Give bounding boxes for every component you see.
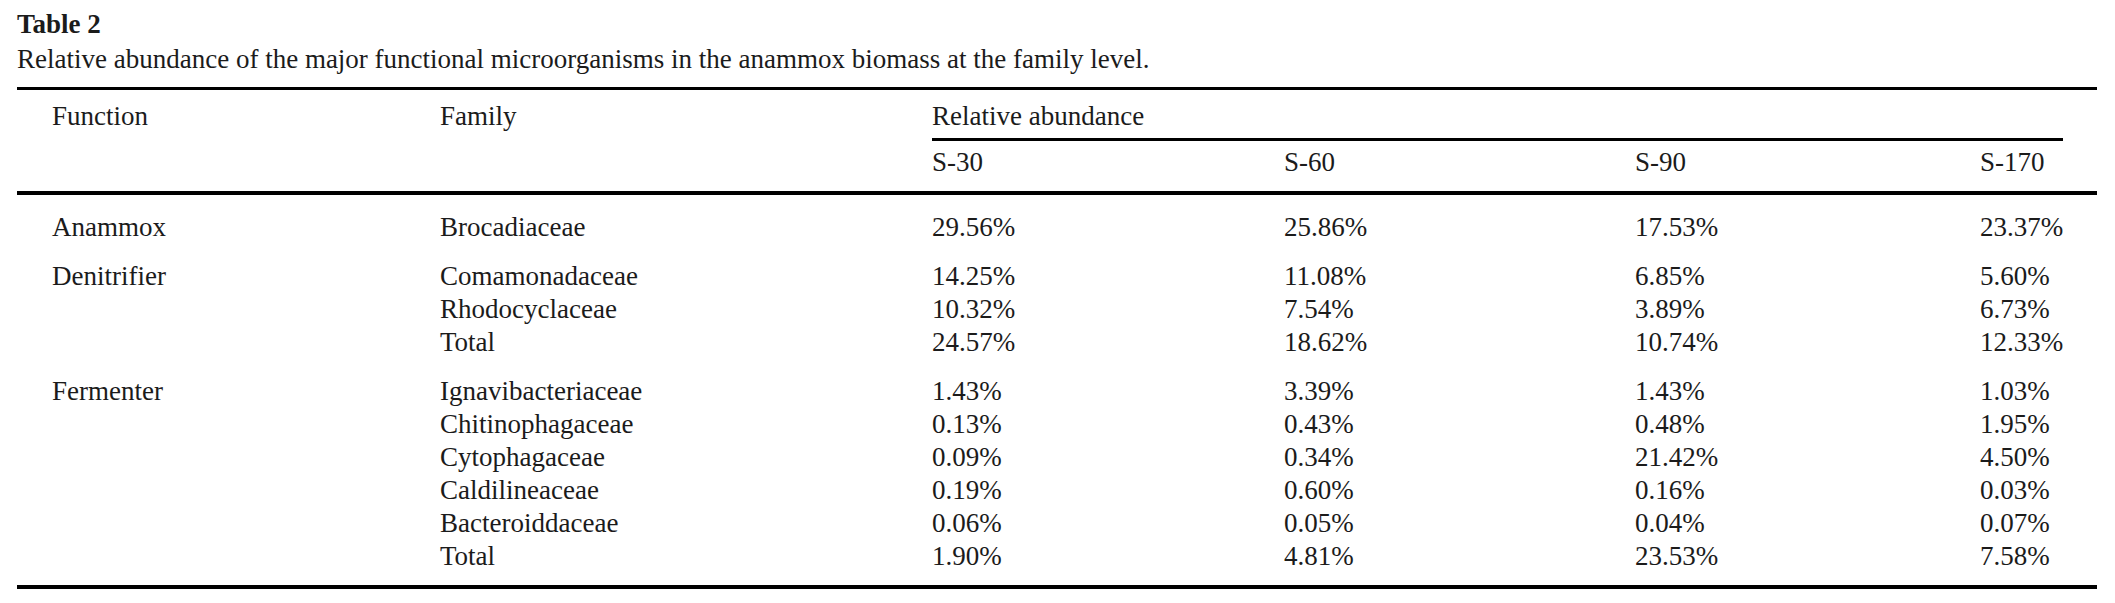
value-cell-s170: 7.58% — [1945, 540, 2097, 587]
page: Table 2 Relative abundance of the major … — [0, 0, 2115, 589]
value-cell-s60: 3.39% — [1249, 359, 1600, 408]
value-cell-s60: 0.34% — [1249, 441, 1600, 474]
table-row: Rhodocyclaceae 10.32% 7.54% 3.89% 6.73% — [17, 293, 2097, 326]
family-cell: Cytophagaceae — [405, 441, 897, 474]
table-row: Bacteroiddaceae 0.06% 0.05% 0.04% 0.07% — [17, 507, 2097, 540]
value-cell-s90: 0.48% — [1600, 408, 1945, 441]
value-cell-s170: 1.95% — [1945, 408, 2097, 441]
function-cell — [17, 540, 405, 587]
table-title: Table 2 — [17, 8, 2097, 40]
value-cell-s90: 0.04% — [1600, 507, 1945, 540]
value-cell-s30: 1.43% — [897, 359, 1249, 408]
value-cell-s30: 29.56% — [897, 193, 1249, 244]
value-cell-s170: 1.03% — [1945, 359, 2097, 408]
function-cell — [17, 293, 405, 326]
abundance-table: Function Family Relative abundance S-30 … — [17, 87, 2097, 589]
table-row: Fermenter Ignavibacteriaceae 1.43% 3.39%… — [17, 359, 2097, 408]
column-header-relative-abundance: Relative abundance — [897, 89, 2097, 142]
table-row: Cytophagaceae 0.09% 0.34% 21.42% 4.50% — [17, 441, 2097, 474]
value-cell-s90: 6.85% — [1600, 244, 1945, 293]
value-cell-s90: 21.42% — [1600, 441, 1945, 474]
table-body: Anammox Brocadiaceae 29.56% 25.86% 17.53… — [17, 193, 2097, 587]
value-cell-s30: 0.09% — [897, 441, 1249, 474]
family-cell: Total — [405, 326, 897, 359]
value-cell-s30: 24.57% — [897, 326, 1249, 359]
family-cell: Rhodocyclaceae — [405, 293, 897, 326]
value-cell-s90: 1.43% — [1600, 359, 1945, 408]
relative-abundance-group-label: Relative abundance — [932, 100, 2063, 141]
header-row-top: Function Family Relative abundance — [17, 89, 2097, 142]
family-cell: Caldilineaceae — [405, 474, 897, 507]
value-cell-s60: 0.60% — [1249, 474, 1600, 507]
value-cell-s60: 4.81% — [1249, 540, 1600, 587]
function-cell — [17, 326, 405, 359]
value-cell-s90: 17.53% — [1600, 193, 1945, 244]
value-cell-s170: 6.73% — [1945, 293, 2097, 326]
value-cell-s90: 3.89% — [1600, 293, 1945, 326]
family-cell: Chitinophagaceae — [405, 408, 897, 441]
value-cell-s30: 14.25% — [897, 244, 1249, 293]
table-row: Denitrifier Comamonadaceae 14.25% 11.08%… — [17, 244, 2097, 293]
table-caption: Relative abundance of the major function… — [17, 43, 2097, 76]
function-cell — [17, 474, 405, 507]
family-cell: Total — [405, 540, 897, 587]
value-cell-s30: 0.13% — [897, 408, 1249, 441]
value-cell-s170: 0.07% — [1945, 507, 2097, 540]
function-cell — [17, 441, 405, 474]
column-header-s60: S-60 — [1249, 141, 1600, 193]
function-cell — [17, 408, 405, 441]
family-cell: Brocadiaceae — [405, 193, 897, 244]
value-cell-s170: 5.60% — [1945, 244, 2097, 293]
table-row: Total 1.90% 4.81% 23.53% 7.58% — [17, 540, 2097, 587]
value-cell-s170: 4.50% — [1945, 441, 2097, 474]
table-row: Chitinophagaceae 0.13% 0.43% 0.48% 1.95% — [17, 408, 2097, 441]
family-cell: Bacteroiddaceae — [405, 507, 897, 540]
value-cell-s60: 18.62% — [1249, 326, 1600, 359]
value-cell-s170: 23.37% — [1945, 193, 2097, 244]
value-cell-s60: 11.08% — [1249, 244, 1600, 293]
column-header-family: Family — [405, 89, 897, 194]
value-cell-s90: 23.53% — [1600, 540, 1945, 587]
value-cell-s170: 0.03% — [1945, 474, 2097, 507]
table-row: Anammox Brocadiaceae 29.56% 25.86% 17.53… — [17, 193, 2097, 244]
value-cell-s30: 0.19% — [897, 474, 1249, 507]
table-row: Total 24.57% 18.62% 10.74% 12.33% — [17, 326, 2097, 359]
value-cell-s60: 25.86% — [1249, 193, 1600, 244]
family-cell: Comamonadaceae — [405, 244, 897, 293]
table-row: Caldilineaceae 0.19% 0.60% 0.16% 0.03% — [17, 474, 2097, 507]
value-cell-s60: 0.43% — [1249, 408, 1600, 441]
function-cell — [17, 507, 405, 540]
function-cell: Anammox — [17, 193, 405, 244]
column-header-s30: S-30 — [897, 141, 1249, 193]
function-cell: Denitrifier — [17, 244, 405, 293]
family-cell: Ignavibacteriaceae — [405, 359, 897, 408]
column-header-function: Function — [17, 89, 405, 194]
column-header-s90: S-90 — [1600, 141, 1945, 193]
value-cell-s90: 10.74% — [1600, 326, 1945, 359]
value-cell-s90: 0.16% — [1600, 474, 1945, 507]
value-cell-s60: 7.54% — [1249, 293, 1600, 326]
value-cell-s30: 10.32% — [897, 293, 1249, 326]
function-cell: Fermenter — [17, 359, 405, 408]
column-header-s170: S-170 — [1945, 141, 2097, 193]
table-header: Function Family Relative abundance S-30 … — [17, 89, 2097, 194]
value-cell-s60: 0.05% — [1249, 507, 1600, 540]
value-cell-s170: 12.33% — [1945, 326, 2097, 359]
value-cell-s30: 1.90% — [897, 540, 1249, 587]
value-cell-s30: 0.06% — [897, 507, 1249, 540]
